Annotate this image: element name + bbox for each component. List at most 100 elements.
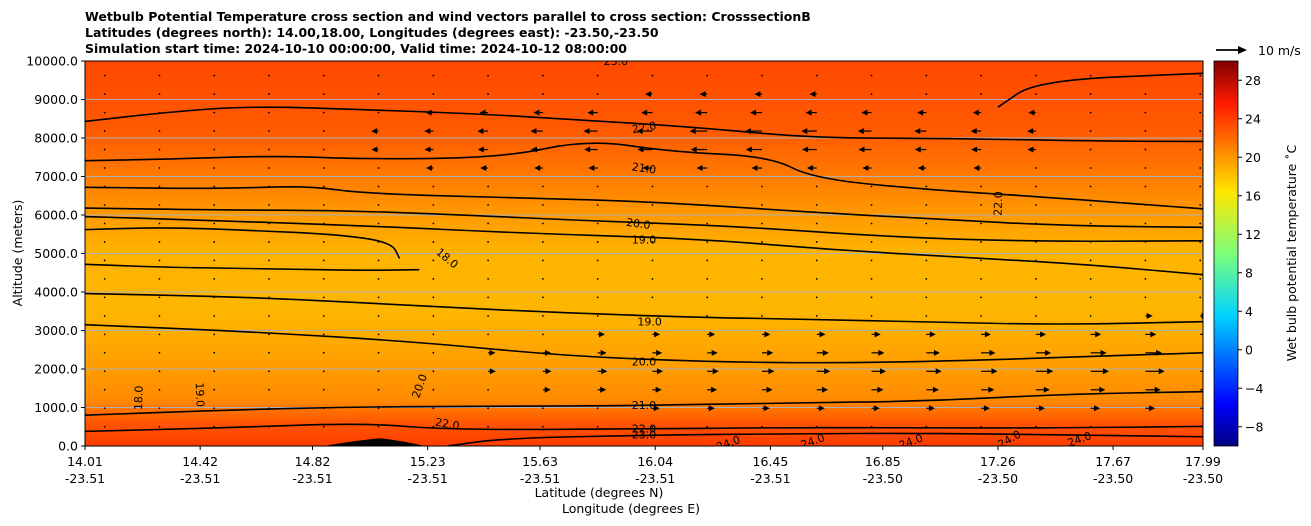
wind-vector-head bbox=[983, 405, 990, 412]
wind-vector bbox=[870, 74, 873, 77]
wind-vector bbox=[1199, 222, 1202, 225]
wind-vector bbox=[980, 259, 982, 262]
wind-vector bbox=[1034, 296, 1037, 299]
wind-vector bbox=[925, 278, 928, 280]
wind-vector bbox=[103, 241, 106, 243]
wind-vector bbox=[1199, 148, 1202, 151]
wind-vector-head bbox=[642, 165, 649, 172]
wind-vector bbox=[870, 296, 873, 299]
wind-vector bbox=[213, 204, 216, 206]
wind-vector bbox=[487, 259, 489, 262]
wind-vector bbox=[268, 259, 270, 262]
wind-vector-head bbox=[1099, 386, 1106, 393]
wind-vector bbox=[377, 351, 380, 354]
wind-vector-head bbox=[750, 109, 757, 116]
wind-vector bbox=[432, 407, 435, 410]
wind-vector bbox=[487, 333, 489, 336]
wind-vector bbox=[377, 278, 380, 280]
wind-vector bbox=[487, 407, 489, 410]
wind-vector bbox=[815, 185, 818, 188]
wind-vector bbox=[1089, 204, 1092, 206]
wind-vector-head bbox=[371, 128, 378, 135]
wind-vector bbox=[322, 314, 325, 317]
wind-vector bbox=[815, 222, 818, 225]
wind-vector-head bbox=[1094, 405, 1101, 412]
wind-vector bbox=[1089, 314, 1092, 317]
colorbar-tick-label: −8 bbox=[1245, 419, 1263, 434]
wind-vector-head bbox=[917, 109, 924, 116]
wind-vector bbox=[322, 204, 325, 206]
wind-vector bbox=[322, 351, 325, 354]
wind-vector bbox=[651, 204, 654, 206]
wind-vector-head bbox=[763, 405, 770, 412]
contour-line-23 bbox=[447, 432, 1203, 446]
wind-vector bbox=[596, 93, 599, 96]
wind-vector bbox=[213, 111, 216, 114]
wind-vector bbox=[103, 370, 106, 373]
wind-vector bbox=[213, 370, 216, 373]
wind-vector bbox=[158, 130, 161, 132]
wind-vector bbox=[213, 407, 216, 410]
wind-vector-head bbox=[768, 368, 775, 375]
wind-vector bbox=[158, 74, 161, 77]
wind-vector bbox=[103, 333, 106, 336]
wind-vector bbox=[1144, 296, 1147, 299]
x-tick-label-lat: 17.67 bbox=[1095, 454, 1131, 469]
wind-vector bbox=[925, 185, 928, 188]
wind-vector bbox=[541, 296, 544, 299]
wind-vector bbox=[1089, 185, 1092, 188]
wind-vector bbox=[377, 333, 380, 336]
wind-vector-head bbox=[1027, 146, 1034, 153]
contour-line-18 bbox=[85, 263, 420, 271]
wind-vector bbox=[268, 74, 270, 77]
wind-vector-head bbox=[973, 165, 980, 172]
wind-vector-head bbox=[708, 405, 715, 412]
wind-vector bbox=[268, 148, 270, 151]
wind-vector bbox=[322, 259, 325, 262]
wind-vector-head bbox=[601, 368, 608, 375]
wind-vector bbox=[487, 222, 489, 225]
wind-vector-head bbox=[600, 349, 607, 356]
x-axis: 14.01 -23.51 14.42 -23.51 14.82 -23.51 15.23 -2… bbox=[65, 446, 1223, 486]
wind-vector bbox=[377, 314, 380, 317]
wind-vector-head bbox=[699, 91, 706, 98]
wind-vector bbox=[377, 204, 380, 206]
wind-vector bbox=[432, 370, 435, 373]
wind-vector bbox=[487, 185, 489, 188]
wind-vector-head bbox=[933, 349, 940, 356]
wind-vector-head bbox=[1095, 331, 1102, 338]
x-tick-label-lat: 17.26 bbox=[980, 454, 1016, 469]
y-tick-label: 6000.0 bbox=[34, 208, 78, 223]
wind-vector bbox=[377, 370, 380, 373]
wind-vector bbox=[268, 333, 270, 336]
wind-vector bbox=[1199, 93, 1202, 96]
wind-vector bbox=[596, 278, 599, 280]
wind-vector bbox=[103, 425, 106, 428]
wind-vector-head bbox=[928, 405, 935, 412]
wind-vector bbox=[268, 167, 270, 169]
wind-vector bbox=[706, 278, 709, 280]
wind-vector bbox=[158, 185, 161, 188]
colorbar-label: Wet bulb potential temperature ˚C bbox=[1284, 144, 1299, 361]
wind-vector-head bbox=[1039, 405, 1046, 412]
wind-vector-head bbox=[424, 146, 431, 153]
wind-vector-head bbox=[641, 109, 648, 116]
wind-vector bbox=[158, 296, 161, 299]
contour-label: 21.0 bbox=[632, 399, 657, 412]
contour-line-19 bbox=[85, 292, 1203, 325]
wind-vector bbox=[870, 278, 873, 280]
wind-vector-head bbox=[1102, 368, 1109, 375]
wind-vector bbox=[1034, 74, 1037, 77]
wind-vector-head bbox=[767, 349, 774, 356]
wind-vector bbox=[158, 167, 161, 169]
wind-vector-head bbox=[1149, 405, 1156, 412]
wind-vector bbox=[1034, 167, 1037, 169]
contour-line-21 bbox=[85, 186, 1203, 229]
x-tick-label-lat: 14.01 bbox=[67, 454, 103, 469]
wind-vector bbox=[596, 296, 599, 299]
contour-line-18 bbox=[85, 227, 401, 259]
wind-vector bbox=[980, 222, 982, 225]
wind-vector-head bbox=[818, 405, 825, 412]
wind-vector-head bbox=[598, 331, 605, 338]
wind-vector bbox=[870, 241, 873, 243]
